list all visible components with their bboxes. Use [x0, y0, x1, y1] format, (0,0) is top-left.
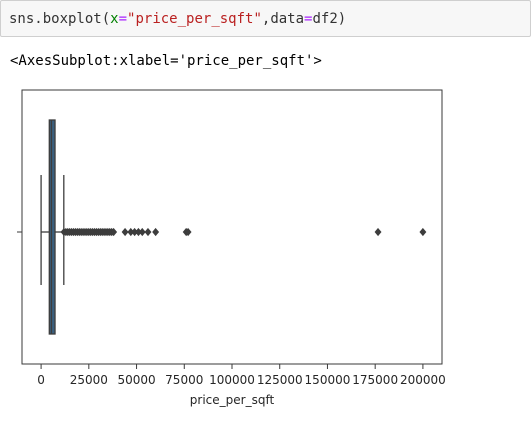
code-token: ,data [261, 11, 305, 27]
x-tick-label: 75000 [165, 373, 203, 387]
outlier-point [121, 227, 129, 237]
code-token: x [110, 11, 119, 27]
code-token: df2) [312, 11, 347, 27]
outlier-point [110, 227, 118, 237]
x-axis-ticks: 0 25000 50000 75000 100000 125000 150000 175000… [37, 364, 446, 387]
outlier-point [419, 227, 427, 237]
x-tick-label: 125000 [257, 373, 303, 387]
axes-frame [21, 89, 443, 365]
x-axis-label: price_per_sqft [190, 393, 275, 407]
x-tick-label: 175000 [352, 373, 398, 387]
code-token: = [304, 11, 313, 27]
outlier-point [374, 227, 382, 237]
code-token: sns.boxplot( [9, 11, 111, 27]
outlier-point [144, 227, 152, 237]
code-input[interactable]: sns.boxplot(x="price_per_sqft",data=df2) [9, 10, 346, 28]
x-tick-label: 200000 [400, 373, 446, 387]
code-cell[interactable]: sns.boxplot(x="price_per_sqft",data=df2) [0, 0, 531, 37]
x-tick-label: 0 [37, 373, 45, 387]
code-token: = [118, 11, 128, 27]
outlier-point [184, 227, 192, 237]
x-tick-label: 25000 [70, 373, 108, 387]
x-tick-label: 150000 [305, 373, 351, 387]
box-iqr [48, 119, 56, 335]
cell-output-text: <AxesSubplot:xlabel='price_per_sqft'> [10, 53, 322, 69]
outlier-point [152, 227, 160, 237]
x-tick-label: 100000 [209, 373, 255, 387]
code-token: "price_per_sqft" [127, 11, 262, 27]
x-tick-label: 50000 [117, 373, 155, 387]
boxplot-chart: 0 25000 50000 75000 100000 125000 150000 175000… [17, 89, 446, 407]
chart-marks [40, 119, 427, 335]
outlier-point [138, 227, 146, 237]
